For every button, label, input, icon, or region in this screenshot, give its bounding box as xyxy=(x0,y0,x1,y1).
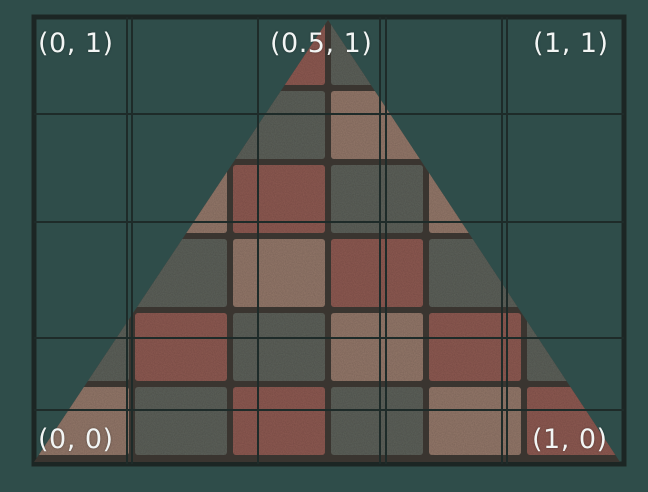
brick-tile xyxy=(527,91,619,159)
brick-tile xyxy=(331,387,423,455)
brick-tile xyxy=(429,313,521,381)
uv-label-top-right: (1, 1) xyxy=(533,28,609,59)
brick-tile xyxy=(233,313,325,381)
brick-tile xyxy=(331,313,423,381)
brick-tile xyxy=(37,91,129,159)
brick-tile xyxy=(429,387,521,455)
textured-triangle xyxy=(34,20,620,462)
uv-label-top-middle: (0.5, 1) xyxy=(270,28,373,59)
uv-label-bottom-left: (0, 0) xyxy=(38,424,114,455)
brick-tile xyxy=(331,239,423,307)
uv-frame xyxy=(31,14,627,467)
brick-tile xyxy=(37,239,129,307)
brick-tile xyxy=(331,91,423,159)
uv-label-bottom-right: (1, 0) xyxy=(532,424,608,455)
brick-tile xyxy=(233,91,325,159)
brick-tile xyxy=(331,165,423,233)
brick-tile xyxy=(37,313,129,381)
brick-tile xyxy=(135,313,227,381)
brick-tile xyxy=(527,313,619,381)
brick-tile xyxy=(233,387,325,455)
brick-tile xyxy=(233,239,325,307)
brick-tile xyxy=(233,165,325,233)
uv-grid xyxy=(34,17,624,464)
brick-tile xyxy=(135,91,227,159)
brick-tile xyxy=(527,239,619,307)
brick-tile xyxy=(135,20,227,85)
brick-tile xyxy=(135,239,227,307)
brick-tile xyxy=(135,387,227,455)
uv-label-top-left: (0, 1) xyxy=(38,28,114,59)
